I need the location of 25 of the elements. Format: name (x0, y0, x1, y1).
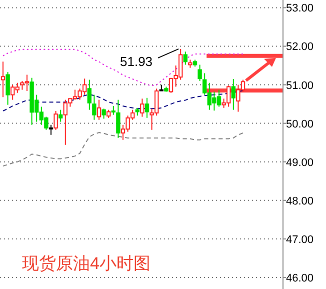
candlestick (198, 64, 202, 82)
candlestick (58, 109, 63, 122)
y-tick-label: 50.00 (286, 118, 314, 130)
candlestick (48, 124, 54, 136)
candlestick (87, 79, 92, 110)
y-tick-label: 48.00 (286, 195, 314, 208)
candlestick (96, 99, 102, 120)
candlestick (6, 72, 10, 106)
candlestick (102, 108, 106, 120)
line-series (2, 48, 244, 86)
candlestick (92, 94, 96, 120)
y-tick-label: 52.00 (286, 41, 314, 54)
y-tick-label: 46.00 (286, 272, 314, 284)
candlestick (231, 78, 236, 110)
candlestick (140, 98, 144, 118)
candlestick (54, 110, 58, 130)
annotation: 51.93 (120, 54, 153, 69)
y-tick-label: 51.00 (286, 80, 314, 92)
candlestick (183, 51, 188, 66)
y-tick-label: 47.00 (286, 234, 314, 246)
text: 现货原油4小时图 (22, 254, 150, 273)
candlestick (116, 99, 120, 138)
candlestick (144, 97, 150, 118)
y-tick-label: 49.00 (286, 156, 314, 169)
y-tick-label: 53.00 (286, 2, 314, 15)
